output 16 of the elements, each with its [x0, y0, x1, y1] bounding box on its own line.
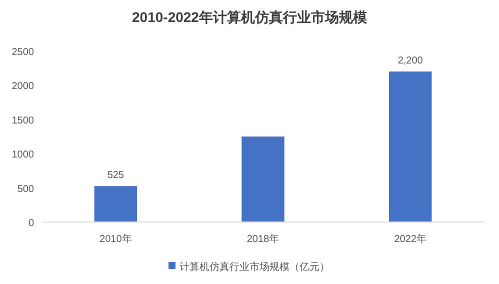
bar	[94, 186, 138, 222]
x-tick-label: 2010年	[100, 233, 132, 245]
chart-title: 2010-2022年计算机仿真行业市场规模	[132, 9, 368, 25]
y-tick-label: 1500	[12, 115, 34, 126]
bar	[242, 136, 284, 222]
legend-label: 计算机仿真行业市场规模（亿元）	[180, 261, 330, 273]
y-tick-label: 1000	[12, 150, 34, 161]
x-tick-label: 2018年	[246, 233, 280, 245]
y-tick-label: 500	[17, 184, 34, 195]
y-tick-label: 0	[28, 218, 34, 229]
y-tick-label: 2500	[12, 47, 34, 58]
y-tick-label: 2000	[12, 81, 34, 92]
bar	[388, 72, 432, 222]
text: 525	[107, 170, 124, 182]
x-tick-label: 2022年	[394, 233, 426, 245]
text: 2,200	[398, 56, 423, 67]
